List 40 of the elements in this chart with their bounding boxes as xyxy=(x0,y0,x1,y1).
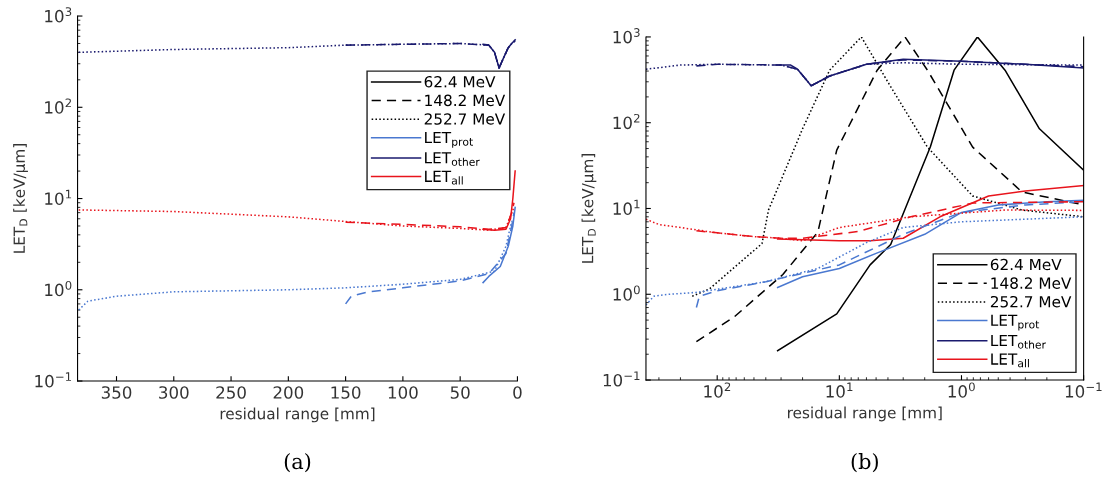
legend-label: 252.7 MeV xyxy=(990,295,1072,308)
x-tick-label: 0 xyxy=(513,386,522,399)
y-tick-label: 10$^{0}$ xyxy=(613,285,640,301)
y-tick-label: 10$^{−1}$ xyxy=(603,371,640,387)
y-axis-title: LET$_{D}$ [keV/μm] xyxy=(13,144,28,253)
legend-label: LET$_{all}$ xyxy=(425,170,463,185)
x-tick-label: 10$^{1}$ xyxy=(826,382,853,398)
y-tick-label: 10$^{−1}$ xyxy=(35,372,72,388)
legend-label: LET$_{all}$ xyxy=(991,353,1029,368)
y-tick-label: 10$^{1}$ xyxy=(613,199,640,215)
x-axis-title: residual range [mm] xyxy=(788,406,942,422)
legend-label: LET$_{prot}$ xyxy=(425,131,473,148)
legend-label: 148.2 MeV xyxy=(991,277,1072,289)
y-tick-label: 10$^{3}$ xyxy=(45,7,72,23)
x-tick-label: 250 xyxy=(216,386,246,399)
x-tick-label: 10$^{−1}$ xyxy=(1065,382,1102,398)
x-tick-label: 200 xyxy=(273,386,304,399)
legend-label: 62.4 MeV xyxy=(990,258,1062,271)
x-tick-label: 350 xyxy=(101,386,132,399)
x-tick-label: 50 xyxy=(450,386,470,399)
legend-label: 62.4 MeV xyxy=(424,75,496,88)
legend-label: LET$_{prot}$ xyxy=(991,314,1040,331)
x-tick-label: 150 xyxy=(331,386,361,399)
y-axis-title: LET$_{D}$ [keV/μm] xyxy=(581,154,597,263)
x-tick-label: 300 xyxy=(159,386,189,399)
text: (a) xyxy=(284,453,311,473)
x-tick-label: 100 xyxy=(388,386,418,399)
legend-label: 252.7 MeV xyxy=(424,113,506,125)
y-tick-label: 10$^{0}$ xyxy=(45,280,72,297)
x-tick-label: 10$^{2}$ xyxy=(704,382,731,398)
legend-label: 148.2 MeV xyxy=(425,94,506,107)
legend-label: LET$_{other}$ xyxy=(991,334,1046,349)
y-tick-label: 10$^{2}$ xyxy=(613,113,640,130)
text: (b) xyxy=(851,453,878,473)
y-tick-label: 10$^{1}$ xyxy=(45,189,72,205)
x-axis-title: residual range [mm] xyxy=(220,407,375,423)
x-tick-label: 10$^{0}$ xyxy=(948,382,975,398)
y-tick-label: 10$^{2}$ xyxy=(45,98,71,114)
legend-label: LET$_{other}$ xyxy=(425,152,480,166)
y-tick-label: 10$^{3}$ xyxy=(613,28,640,44)
